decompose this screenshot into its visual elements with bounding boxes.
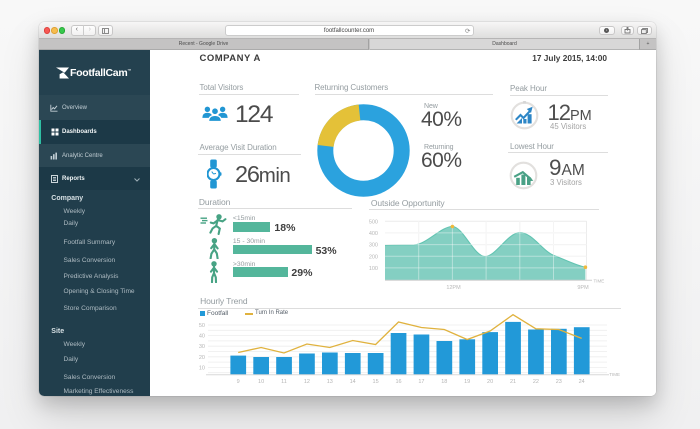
- svg-text:13: 13: [327, 379, 333, 385]
- svg-text:200: 200: [369, 254, 378, 260]
- svg-text:12: 12: [304, 379, 310, 385]
- svg-text:9PM: 9PM: [577, 285, 589, 291]
- svg-text:20: 20: [487, 379, 493, 385]
- svg-text:500: 500: [369, 219, 378, 225]
- svg-text:10: 10: [199, 365, 205, 371]
- svg-text:17: 17: [418, 379, 424, 385]
- svg-text:12PM: 12PM: [446, 285, 461, 291]
- svg-text:300: 300: [369, 243, 378, 249]
- svg-text:22: 22: [533, 379, 539, 385]
- svg-text:16: 16: [395, 379, 401, 385]
- svg-text:50: 50: [199, 323, 205, 329]
- svg-text:18: 18: [441, 379, 447, 385]
- svg-text:11: 11: [281, 379, 287, 385]
- svg-text:24: 24: [579, 379, 585, 385]
- svg-text:TIME: TIME: [609, 372, 620, 377]
- svg-text:9: 9: [237, 379, 240, 385]
- svg-text:20: 20: [199, 355, 205, 361]
- svg-text:30: 30: [199, 344, 205, 350]
- svg-text:14: 14: [350, 379, 356, 385]
- svg-text:TIME: TIME: [594, 278, 605, 283]
- svg-text:23: 23: [556, 379, 562, 385]
- svg-text:15: 15: [373, 379, 379, 385]
- svg-text:40: 40: [199, 334, 205, 340]
- svg-text:19: 19: [464, 379, 470, 385]
- svg-text:21: 21: [510, 379, 516, 385]
- svg-text:400: 400: [369, 231, 378, 237]
- svg-text:100: 100: [369, 266, 378, 272]
- svg-text:10: 10: [258, 379, 264, 385]
